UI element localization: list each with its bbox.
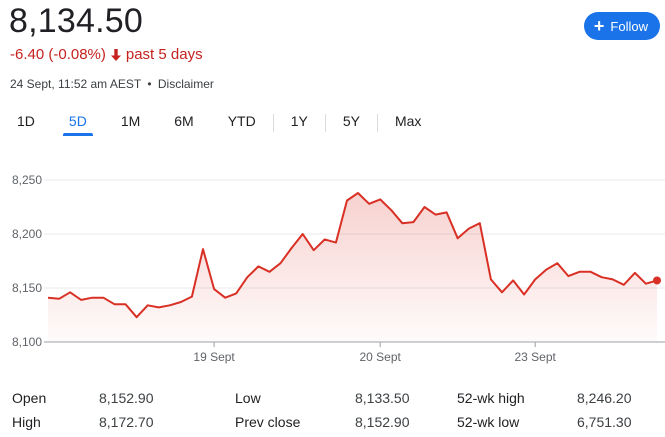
tab-1y[interactable]: 1Y — [290, 113, 308, 129]
tab-divider — [376, 114, 378, 132]
tab-5d[interactable]: 5D — [52, 110, 104, 136]
timestamp: 24 Sept, 11:52 am AEST — [10, 77, 141, 91]
high-label: High — [12, 414, 41, 430]
disclaimer-link[interactable]: Disclaimer — [157, 77, 214, 91]
price-change: -6.40 (-0.08%) — [10, 46, 106, 63]
change-line: -6.40 (-0.08%) past 5 days — [10, 46, 203, 63]
open-label: Open — [12, 390, 47, 406]
arrow-down-icon — [110, 48, 121, 61]
series-area — [48, 193, 657, 342]
y-tick-label: 8,150 — [12, 281, 42, 295]
tab-5y[interactable]: 5Y — [342, 113, 360, 129]
high-value: 8,172.70 — [99, 414, 154, 430]
52wk-low-label: 52-wk low — [457, 414, 520, 430]
stats-table: Open 8,152.90 Low 8,133.50 52-wk high 8,… — [12, 386, 642, 434]
price: 8,134.50 — [9, 2, 143, 40]
current-point-marker — [653, 276, 661, 285]
52wk-high-label: 52-wk high — [457, 390, 525, 406]
x-tick-label: 23 Sept — [515, 350, 557, 364]
open-value: 8,152.90 — [99, 390, 154, 406]
low-label: Low — [235, 390, 261, 406]
x-tick-label: 19 Sept — [193, 350, 235, 364]
tab-divider — [272, 114, 274, 132]
y-tick-label: 8,100 — [12, 335, 42, 349]
follow-button[interactable]: + Follow — [583, 12, 660, 40]
plus-icon: + — [593, 16, 605, 36]
y-tick-label: 8,250 — [12, 173, 42, 187]
series-line — [47, 192, 658, 319]
x-tick-label: 20 Sept — [359, 350, 401, 364]
follow-label: Follow — [610, 18, 648, 34]
tab-1m[interactable]: 1M — [120, 113, 141, 129]
change-period: past 5 days — [125, 46, 203, 63]
prev-close-value: 8,152.90 — [355, 414, 410, 430]
tab-divider — [324, 114, 326, 132]
prev-close-label: Prev close — [235, 414, 301, 430]
price-chart[interactable]: 8,250 8,200 8,150 8,100 19 Sept 20 Sept 23 Sep… — [0, 160, 665, 370]
separator: • — [147, 77, 152, 91]
tab-6m[interactable]: 6M — [174, 113, 194, 129]
y-tick-label: 8,200 — [12, 227, 42, 241]
time-range-tabs: 1D 5D 1M 6M YTD 1Y 5Y Max — [0, 110, 438, 136]
tab-ytd[interactable]: YTD — [227, 113, 256, 129]
52wk-high-value: 8,246.20 — [577, 390, 632, 406]
52wk-low-value: 6,751.30 — [577, 414, 632, 430]
quote-meta: 24 Sept, 11:52 am AEST • Disclaimer — [10, 77, 214, 91]
tab-1d[interactable]: 1D — [17, 113, 35, 129]
low-value: 8,133.50 — [355, 390, 410, 406]
tab-max[interactable]: Max — [394, 113, 422, 129]
